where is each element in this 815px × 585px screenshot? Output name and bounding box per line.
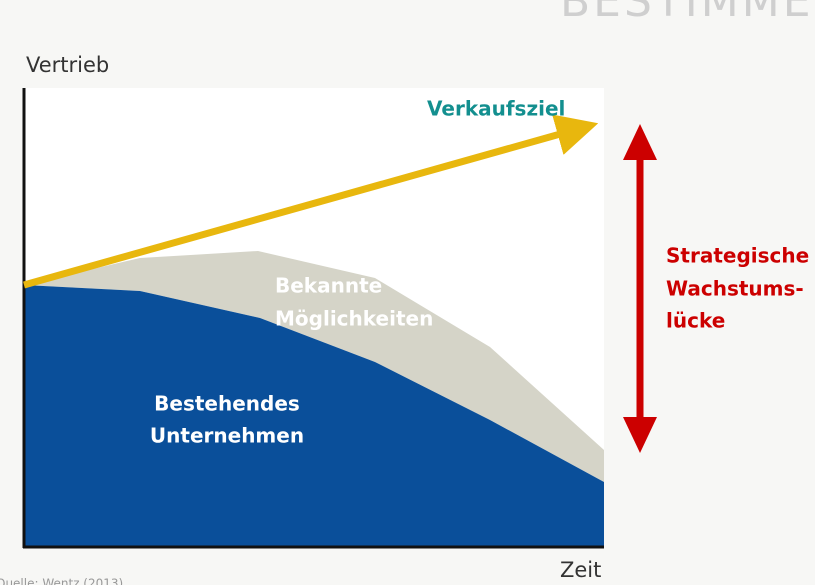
gap-label: lücke [666, 309, 725, 333]
existing-business-area [24, 285, 604, 547]
target-arrow [23, 114, 599, 289]
existing-label: Unternehmen [150, 424, 304, 448]
existing-label: Bestehendes [154, 392, 300, 416]
x-axis-label: Zeit [560, 558, 601, 582]
known-label: Bekannte [275, 274, 382, 298]
y-axis-label: Vertrieb [26, 53, 109, 77]
source-note: Quelle: Wentz (2013) [0, 577, 123, 585]
gap-label: Wachstums- [666, 277, 804, 301]
known-label: Möglichkeiten [275, 307, 433, 331]
gap-arrow [623, 124, 657, 453]
gap-label: Strategische [666, 244, 809, 268]
known-opportunities-area [24, 251, 604, 482]
slide-title: BESTIMMEN DER INNOV [560, 0, 815, 27]
target-label: Verkaufsziel [427, 97, 565, 121]
